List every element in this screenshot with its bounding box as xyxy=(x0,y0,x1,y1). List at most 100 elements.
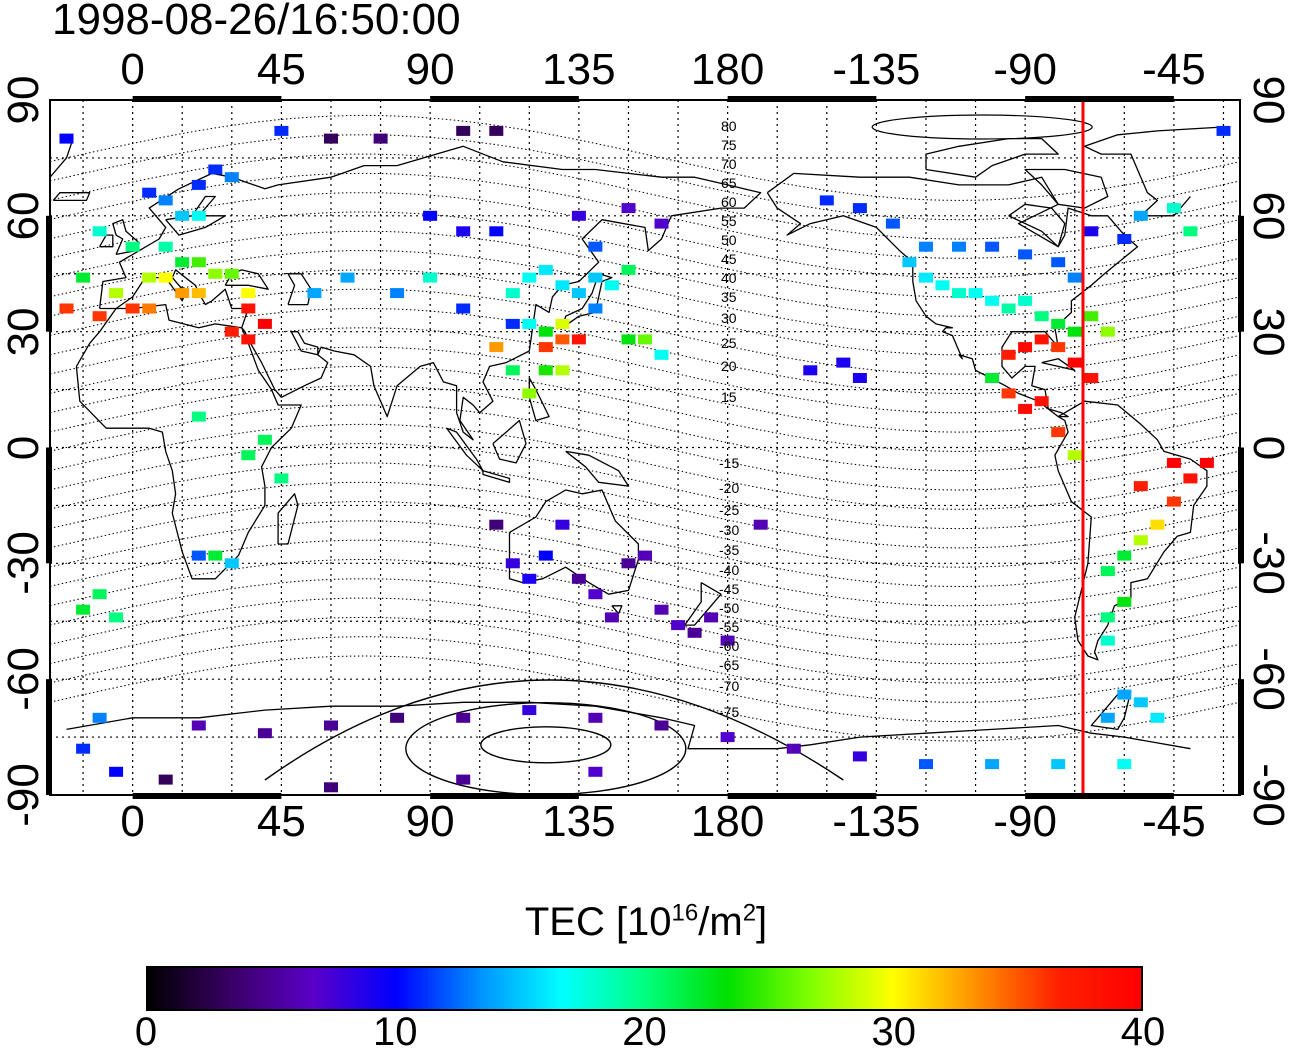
tec-cell xyxy=(505,558,520,569)
tec-cell xyxy=(92,311,107,322)
colorbar xyxy=(146,966,1143,1011)
tick-bottom-label: 45 xyxy=(256,797,306,846)
tick-left-label: -90 xyxy=(0,763,48,827)
tec-cell xyxy=(142,187,157,198)
tec-cell xyxy=(1117,596,1132,607)
tec-cell xyxy=(59,133,74,144)
tec-cell xyxy=(489,125,504,136)
coastline-baffin xyxy=(1024,168,1109,209)
tec-cell xyxy=(720,732,735,743)
contour-label: 55 xyxy=(721,213,737,229)
contour-label: 15 xyxy=(721,389,737,405)
tec-cell xyxy=(819,195,834,206)
tec-cell xyxy=(538,365,553,376)
tec-cell xyxy=(919,241,933,252)
coastline-sumatra xyxy=(446,427,484,472)
tec-cell xyxy=(76,272,91,283)
tick-right-label: -30 xyxy=(1244,531,1292,596)
colorbar-tick-label: 0 xyxy=(134,1010,158,1054)
tick-top-label: -135 xyxy=(832,45,921,94)
tec-cell xyxy=(208,268,223,279)
tick-top-label: 45 xyxy=(256,45,306,94)
coastline-java xyxy=(482,470,511,483)
tec-cell xyxy=(968,288,983,299)
tec-cell xyxy=(158,195,173,206)
frame-bar-bottom xyxy=(132,793,282,799)
coastlines xyxy=(50,126,1224,750)
tec-cell xyxy=(555,334,570,345)
frame-bar-right xyxy=(1238,679,1244,795)
tick-top-label: -90 xyxy=(993,45,1057,94)
tec-cell xyxy=(191,720,206,731)
tec-cell xyxy=(109,766,124,777)
frame-bar-left xyxy=(46,215,52,332)
tec-cell xyxy=(588,241,603,252)
tec-cell xyxy=(571,573,586,584)
tec-cell xyxy=(1051,257,1066,268)
contour-label: 60 xyxy=(721,194,737,210)
tec-cell xyxy=(456,774,471,785)
tec-cell xyxy=(571,288,586,299)
tec-cell xyxy=(191,210,206,221)
frame-bar-bottom xyxy=(727,793,877,799)
coastline-caspian xyxy=(287,273,312,306)
tec-cell xyxy=(1034,396,1049,407)
tec-cell xyxy=(588,589,603,600)
contour-label: -20 xyxy=(719,480,740,496)
tec-cell xyxy=(604,280,619,291)
tec-cell xyxy=(1100,712,1115,723)
tec-cell xyxy=(588,766,603,777)
tec-region-africa xyxy=(76,411,289,623)
colorbar-tick-label: 30 xyxy=(871,1010,917,1054)
tec-cell xyxy=(852,203,867,214)
tec-cell xyxy=(720,635,735,646)
tec-region-oceania xyxy=(489,357,867,646)
contour-label: -35 xyxy=(719,542,740,558)
tec-cell xyxy=(1051,427,1066,438)
contour-label: 25 xyxy=(721,335,737,351)
coastline-borneo xyxy=(492,419,527,464)
timestamp-title: 1998-08-26/16:50:00 xyxy=(52,0,461,44)
tec-cell xyxy=(1166,496,1181,507)
tec-cell xyxy=(489,226,504,237)
tec-cell xyxy=(852,373,867,383)
tec-cell xyxy=(1199,457,1214,468)
tec-cell xyxy=(423,272,438,283)
tec-cell xyxy=(76,604,91,615)
tick-left-label: -60 xyxy=(0,647,48,711)
tick-top-label: 135 xyxy=(542,45,616,94)
tec-cell xyxy=(191,257,206,268)
tick-bottom-label: 90 xyxy=(405,797,455,846)
tick-left-label: 30 xyxy=(0,307,48,357)
tec-cell xyxy=(522,318,537,329)
tec-region-antarctica xyxy=(76,705,1132,793)
contour-line xyxy=(50,443,1240,530)
colorbar-tick-label: 20 xyxy=(622,1010,667,1054)
tec-cell xyxy=(241,450,256,461)
tec-cell xyxy=(538,326,553,337)
tec-cell xyxy=(1133,535,1148,546)
coastline-eurasia xyxy=(98,145,762,441)
tec-cell xyxy=(571,210,586,221)
contour-line xyxy=(50,616,1240,703)
tec-cell xyxy=(555,318,570,329)
tick-left-label: -30 xyxy=(0,531,48,596)
coastline-antarctic-peninsula xyxy=(1090,690,1132,731)
tec-cell xyxy=(505,318,520,329)
tick-left-label: 60 xyxy=(0,191,48,241)
tec-cell xyxy=(538,264,553,275)
tec-cell xyxy=(786,743,801,754)
tec-cell xyxy=(175,257,190,268)
contour-label: 30 xyxy=(721,310,737,326)
tec-cell xyxy=(324,720,338,731)
tec-cell xyxy=(125,303,140,314)
tec-cell xyxy=(687,627,702,638)
contour-label: -70 xyxy=(719,678,740,694)
tec-cell xyxy=(142,272,157,283)
tec-cell xyxy=(1051,318,1066,329)
tec-cell xyxy=(1034,311,1049,322)
contour-label: 65 xyxy=(721,175,737,191)
tec-cell xyxy=(638,550,652,561)
tec-cell xyxy=(208,550,223,561)
